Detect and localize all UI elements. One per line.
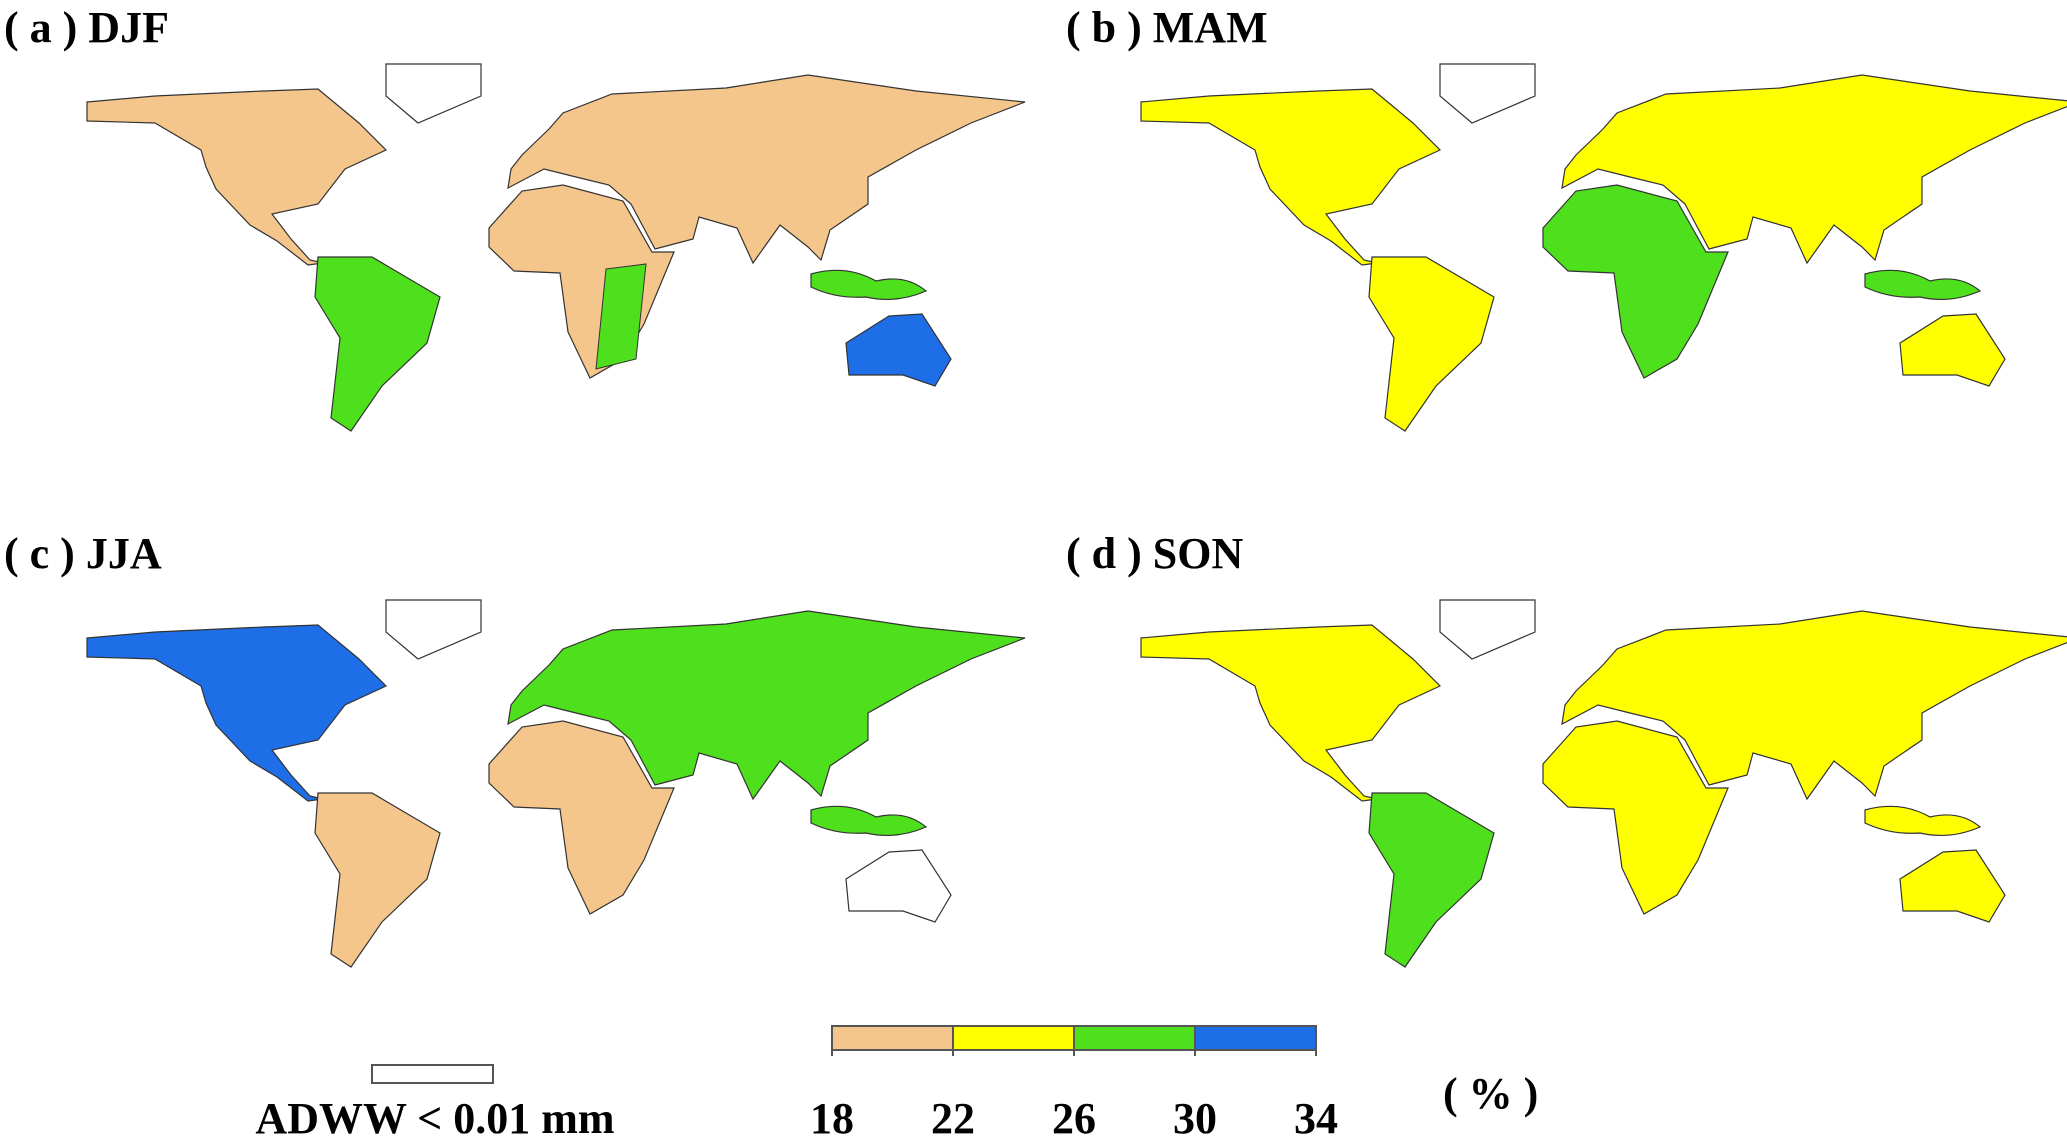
colorbar-tick-label: 26	[1052, 1094, 1096, 1140]
map-djf	[86, 63, 1026, 432]
map-jja	[86, 599, 1026, 968]
colorbar-bin	[952, 1025, 1075, 1051]
panel-title: ( a ) DJF	[4, 3, 169, 52]
no-data-label: ADWW < 0.01 mm	[255, 1094, 614, 1140]
colorbar: 18 22 26 30 34	[810, 1025, 1338, 1140]
no-data-swatch	[371, 1064, 494, 1084]
colorbar-unit: ( % )	[1443, 1069, 1538, 1118]
colorbar-bin	[831, 1025, 954, 1051]
colorbar-tick-label: 22	[931, 1094, 975, 1140]
panel-title: ( b ) MAM	[1066, 3, 1268, 52]
map-son	[1140, 599, 2067, 968]
map-mam	[1140, 63, 2067, 432]
panel-title: ( d ) SON	[1066, 529, 1243, 578]
colorbar-tick-label: 34	[1294, 1094, 1338, 1140]
colorbar-tick-label: 18	[810, 1094, 854, 1140]
colorbar-bin	[1073, 1025, 1196, 1051]
colorbar-tick-label: 30	[1173, 1094, 1217, 1140]
colorbar-bin	[1194, 1025, 1317, 1051]
panel-title: ( c ) JJA	[4, 529, 162, 578]
